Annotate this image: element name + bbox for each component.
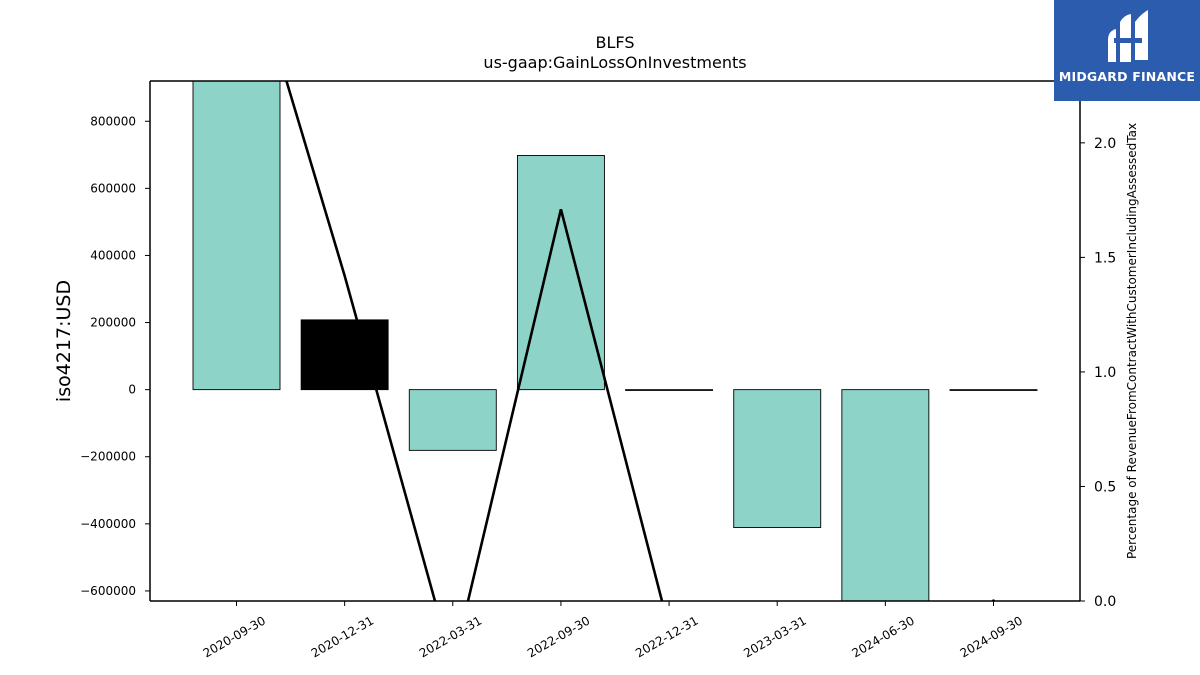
y2-tick-label: 2.0: [1094, 136, 1116, 152]
bar-2020-12-31: [300, 319, 389, 391]
x-tick-label: 2022-09-30: [525, 613, 592, 660]
midgard-finance-logo: MIDGARD FINANCE: [1054, 0, 1200, 101]
y-axis-label: iso4217:USD: [53, 280, 75, 402]
chart-subtitle: us-gaap:GainLossOnInvestments: [483, 53, 746, 72]
x-tick-label: 2024-06-30: [849, 613, 916, 660]
y2-axis-label: Percentage of RevenueFromContractWithCus…: [1125, 123, 1139, 559]
x-tick-label: 2020-09-30: [201, 613, 268, 660]
y-tick-label: 800000: [90, 114, 136, 128]
logo-text: MIDGARD FINANCE: [1058, 69, 1196, 84]
y-tick-label: 600000: [90, 181, 136, 195]
y-tick-label: −400000: [80, 517, 136, 531]
bar-series: [192, 81, 1038, 601]
y2-tick-label: 1.5: [1094, 250, 1116, 266]
x-tick-label: 2022-12-31: [633, 613, 700, 660]
y2-tick-label: 0.5: [1094, 479, 1116, 495]
x-tick-label: 2020-12-31: [309, 613, 376, 660]
y-tick-label: 0: [128, 383, 136, 397]
x-tick-label: 2024-09-30: [958, 613, 1025, 660]
y2-tick-label: 1.0: [1094, 365, 1116, 381]
logo-mark-icon: [1108, 10, 1148, 62]
line-segment-0: [285, 81, 664, 601]
y2-tick-label: 0.0: [1094, 594, 1116, 610]
bar-2022-09-30: [516, 155, 605, 391]
y-tick-label: 200000: [90, 316, 136, 330]
bar-2020-09-30: [192, 81, 281, 391]
bar-2024-06-30: [841, 389, 930, 601]
bar-2022-12-31: [625, 389, 714, 391]
x-tick-label: 2023-03-31: [741, 613, 808, 660]
bar-2022-03-31: [408, 389, 497, 451]
y-tick-label: −200000: [80, 450, 136, 464]
y-tick-label: −600000: [80, 584, 136, 598]
bar-2024-09-30: [949, 389, 1038, 391]
chart-title: BLFS: [596, 33, 635, 52]
x-tick-label: 2022-03-31: [417, 613, 484, 660]
bar-2023-03-31: [733, 389, 822, 528]
y-tick-label: 400000: [90, 248, 136, 262]
